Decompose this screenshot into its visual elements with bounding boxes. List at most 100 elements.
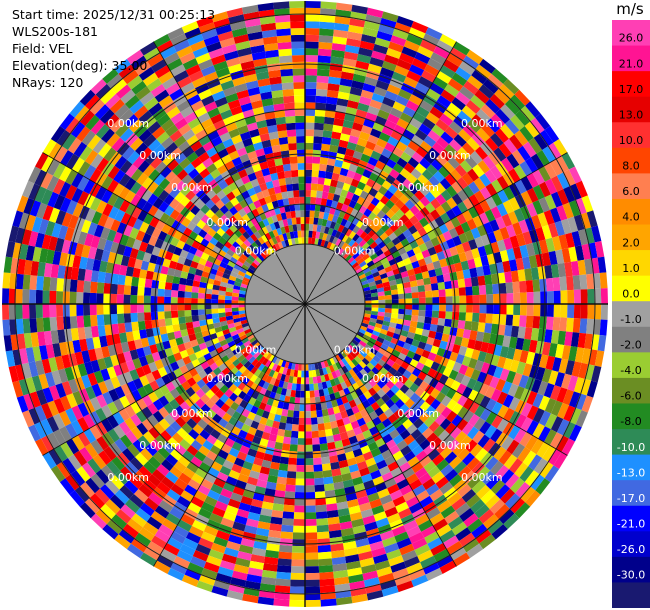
velocity-gate [198,135,211,147]
velocity-gate [294,203,301,211]
velocity-gate [255,450,266,460]
velocity-gate [567,375,579,392]
velocity-gate [408,274,417,282]
velocity-gate [464,439,478,453]
velocity-gate [392,349,401,358]
velocity-gate [454,164,468,178]
velocity-gate [317,538,331,546]
velocity-gate [139,221,150,233]
velocity-gate [129,137,144,151]
velocity-gate [239,445,250,455]
velocity-gate [558,234,569,250]
velocity-gate [236,274,245,281]
velocity-gate [434,331,443,341]
velocity-gate [433,354,443,365]
velocity-gate [369,241,378,250]
velocity-gate [234,202,243,212]
velocity-gate [405,100,420,112]
range-ring-label: 0.00km [334,245,376,258]
velocity-gate [402,342,412,351]
velocity-gate [279,143,289,152]
velocity-gate [92,259,102,272]
velocity-gate [54,445,68,462]
velocity-gate [241,263,250,271]
velocity-gate [411,260,420,269]
velocity-gate [419,140,432,153]
velocity-gate [408,413,420,424]
velocity-gate [299,190,305,197]
velocity-gate [135,142,149,156]
velocity-gate [199,281,207,289]
velocity-gate [54,146,68,163]
velocity-gate [203,352,213,361]
velocity-gate [29,200,42,217]
velocity-gate [384,294,392,300]
velocity-gate [28,407,41,425]
velocity-gate [490,132,504,148]
velocity-gate [190,382,201,393]
velocity-gate [87,458,101,474]
velocity-gate [404,219,414,230]
velocity-gate [160,166,172,179]
velocity-gate [362,334,371,341]
velocity-gate [220,375,230,385]
velocity-gate [349,351,357,359]
velocity-gate [50,330,60,345]
velocity-gate [203,173,215,184]
velocity-gate [479,408,492,422]
velocity-gate [229,355,238,363]
velocity-gate [358,96,372,106]
velocity-gate [103,304,111,315]
velocity-gate [229,206,238,216]
velocity-gate [478,313,487,323]
velocity-gate [249,225,258,234]
velocity-gate [417,341,427,350]
velocity-gate [402,418,413,430]
velocity-gate [360,263,369,271]
velocity-gate [100,226,111,240]
velocity-gate [461,422,474,436]
velocity-gate [326,435,335,444]
velocity-gate [423,277,431,286]
velocity-gate [502,335,511,348]
velocity-gate [563,186,576,203]
velocity-gate [28,230,39,247]
velocity-gate [159,384,170,396]
velocity-gate [210,428,221,440]
velocity-gate [153,388,165,400]
velocity-gate [238,310,246,315]
velocity-gate [127,518,143,533]
velocity-gate [352,150,363,160]
velocity-gate [305,586,321,594]
velocity-gate [262,249,270,258]
velocity-gate [450,216,461,228]
velocity-gate [297,230,302,238]
velocity-gate [250,463,262,473]
velocity-gate [212,232,222,241]
velocity-gate [276,372,283,381]
velocity-gate [428,420,440,433]
velocity-gate [250,339,259,347]
velocity-gate [291,48,305,56]
velocity-gate [578,229,589,246]
velocity-gate [265,375,273,384]
velocity-gate [372,215,382,225]
velocity-gate [402,276,410,284]
velocity-gate [148,492,163,506]
velocity-gate [173,70,189,83]
velocity-gate [170,296,178,304]
velocity-gate [346,560,361,570]
velocity-gate [305,237,309,245]
velocity-gate [459,159,473,173]
velocity-gate [419,335,429,344]
velocity-gate [414,467,428,479]
velocity-gate [202,456,215,468]
velocity-gate [384,227,394,237]
velocity-gate [391,236,401,246]
velocity-gate [318,429,327,438]
velocity-gate [395,95,409,107]
velocity-gate [448,473,463,488]
velocity-gate [181,21,199,34]
velocity-gate [249,374,258,383]
velocity-gate [76,304,84,316]
